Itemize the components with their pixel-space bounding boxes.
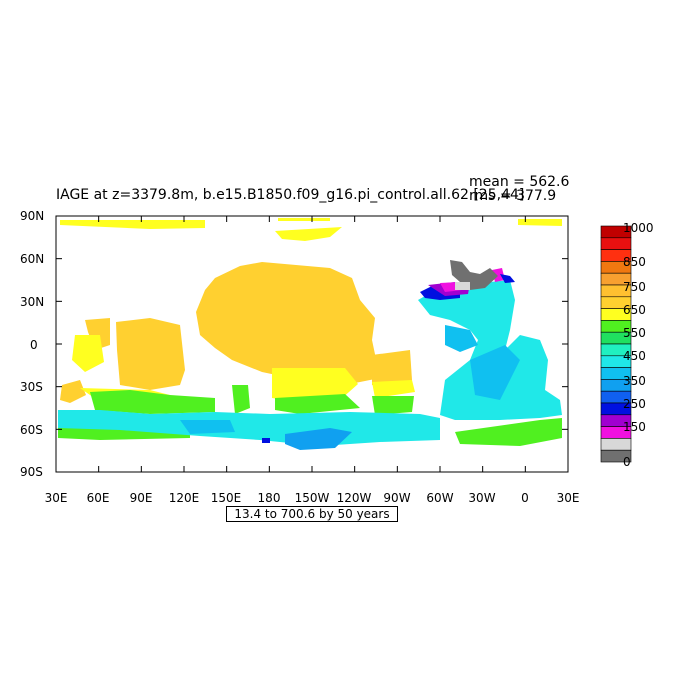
y-tick-label: 90S <box>20 465 43 479</box>
ocean-region-mozambique <box>60 380 86 403</box>
ocean-region-southern-sky <box>180 420 235 434</box>
x-tick-label: 0 <box>521 491 529 505</box>
ocean-region-equatorial-atlantic <box>445 325 478 352</box>
ocean-region-tasman-green <box>232 385 250 414</box>
ocean-region-baffin-light <box>455 282 470 290</box>
ocean-region-indian <box>116 318 185 390</box>
x-tick-label: 60E <box>86 491 110 505</box>
ocean-region-nordic-purple <box>500 274 515 283</box>
ocean-region-arabian <box>85 318 110 350</box>
ocean-region-arctic-bay <box>275 227 342 241</box>
plot-title: IAGE at z=3379.8m, b.e15.B1850.f09_g16.p… <box>56 187 525 203</box>
colorbar-label: 350 <box>623 374 646 388</box>
x-tick-label: 30E <box>44 491 68 505</box>
colorbar-label: 1000 <box>623 221 654 235</box>
ocean-region-weddell-green <box>455 418 562 446</box>
ocean-region-north-atlantic <box>418 280 562 420</box>
ocean-region-ross-blue <box>285 428 352 450</box>
colorbar-label: 250 <box>623 397 646 411</box>
x-tick-label: 150W <box>294 491 330 505</box>
colorbar-label: 450 <box>623 349 646 363</box>
y-tick-label: 90N <box>20 209 45 223</box>
x-tick-label: 90W <box>383 491 411 505</box>
y-tick-label: 60N <box>20 252 45 266</box>
x-tick-label: 120W <box>336 491 372 505</box>
y-tick-label: 30N <box>20 295 45 309</box>
colorbar-label: 650 <box>623 303 646 317</box>
colorbar-label: 0 <box>623 455 631 469</box>
colorbar-swatch <box>600 449 632 463</box>
ocean-region-east-pacific <box>372 350 412 390</box>
rms-label: rms = 377.9 <box>469 188 557 204</box>
ocean-region-south-indian-green <box>90 390 215 414</box>
y-tick-label: 30S <box>20 380 43 394</box>
y-tick-label: 0 <box>30 338 38 352</box>
ocean-region-amundsen-deep <box>262 438 270 443</box>
ocean-region-south-pacific-yellow <box>372 380 415 398</box>
colorbar-label: 750 <box>623 280 646 294</box>
ocean-region-arctic-center <box>278 218 330 221</box>
x-tick-label: 90E <box>129 491 153 505</box>
contour-interval-label: 13.4 to 700.6 by 50 years <box>226 506 398 522</box>
ocean-region-arctic-east <box>518 219 562 226</box>
x-tick-label: 120E <box>168 491 200 505</box>
ocean-region-north-pacific <box>196 262 380 385</box>
colorbar-swatch <box>600 438 632 451</box>
y-tick-label: 60S <box>20 423 43 437</box>
ocean-region-south-pacific-green <box>275 394 360 414</box>
x-tick-label: 30E <box>556 491 580 505</box>
ocean-region-south-pacific-east-green <box>372 396 414 415</box>
colorbar-swatch <box>600 237 632 250</box>
ocean-region-southwest-pacific-yellow <box>272 368 358 402</box>
x-tick-label: 60W <box>426 491 454 505</box>
colorbar-label: 550 <box>623 326 646 340</box>
x-tick-label: 30W <box>468 491 496 505</box>
ocean-region-arabian-yellow <box>72 335 104 372</box>
colorbar-label: 850 <box>623 255 646 269</box>
x-tick-label: 150E <box>210 491 242 505</box>
ocean-region-atlantic-sky <box>470 345 520 400</box>
mean-label: mean = 562.6 <box>469 174 570 190</box>
colorbar-label: 150 <box>623 420 646 434</box>
x-tick-label: 180 <box>257 491 281 505</box>
ocean-region-arctic-west <box>60 220 205 229</box>
